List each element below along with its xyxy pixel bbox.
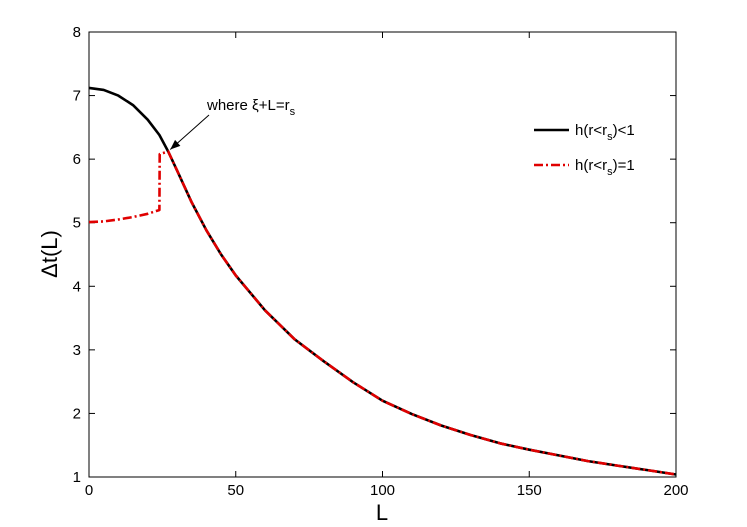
x-tick-label: 200 (663, 482, 688, 499)
y-tick-label: 3 (73, 342, 81, 359)
annotation-text: where ξ+L=rs (206, 97, 296, 118)
axis-ticks: 0 50 100 150 200 1 2 3 4 5 6 7 8 (73, 24, 689, 499)
x-axis-title: L (376, 500, 388, 525)
y-tick-label: 8 (73, 24, 81, 41)
x-tick-label: 50 (227, 482, 244, 499)
plot-area (88, 31, 677, 478)
series-layer (88, 86, 677, 476)
legend: h(r<rs)<1 h(r<rs)=1 (534, 122, 635, 178)
annotation-arrowhead (170, 139, 181, 150)
y-tick-label: 5 (73, 215, 81, 232)
y-tick-label: 6 (73, 151, 81, 168)
y-tick-label: 7 (73, 88, 81, 105)
x-tick-label: 100 (370, 482, 395, 499)
legend-label-h-eq-1: h(r<rs)=1 (575, 157, 635, 178)
annotation: where ξ+L=rs (169, 97, 296, 150)
legend-label-h-lt-1: h(r<rs)<1 (575, 122, 635, 143)
y-axis-title: Δt(L) (37, 230, 62, 278)
series-line-h-eq-1 (88, 150, 677, 476)
x-tick-label: 150 (517, 482, 542, 499)
y-tick-label: 1 (73, 469, 81, 486)
y-tick-label: 4 (73, 278, 81, 295)
y-tick-label: 2 (73, 405, 81, 422)
x-tick-label: 0 (85, 482, 93, 499)
